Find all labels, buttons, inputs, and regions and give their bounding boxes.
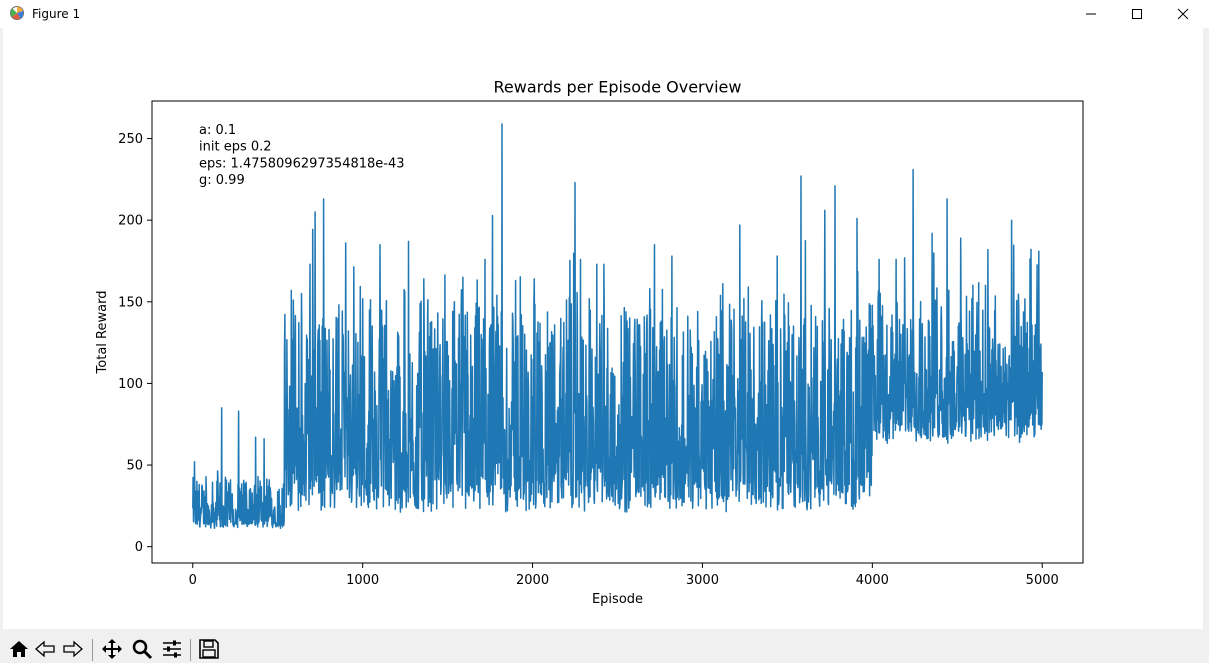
x-tick-label: 1000: [346, 573, 379, 588]
window-titlebar: Figure 1: [0, 0, 1209, 28]
annotation-line-init-eps: init eps 0.2: [199, 140, 272, 155]
chart-title: Rewards per Episode Overview: [494, 78, 742, 97]
y-tick-label: 50: [126, 459, 143, 474]
configure-icon[interactable]: [161, 638, 183, 660]
series-line-total-reward: [192, 123, 1043, 530]
x-axis: 0 1000 2000 3000 4000 5000: [189, 563, 1059, 588]
matplotlib-app-icon: [10, 6, 24, 20]
zoom-icon[interactable]: [131, 638, 153, 660]
minimize-button[interactable]: [1068, 0, 1114, 28]
y-tick-label: 200: [118, 214, 143, 229]
y-axis: 0 50 100 150 200 250: [118, 132, 152, 555]
y-axis-label: Total Reward: [95, 291, 110, 375]
toolbar-separator: [190, 639, 191, 661]
close-icon: [1177, 8, 1189, 20]
pan-icon[interactable]: [101, 638, 123, 660]
x-tick-label: 5000: [1026, 573, 1059, 588]
x-tick-label: 4000: [856, 573, 889, 588]
home-icon[interactable]: [8, 638, 30, 660]
x-axis-label: Episode: [592, 592, 643, 607]
window-border-right: [1203, 28, 1209, 629]
y-tick-label: 0: [135, 540, 143, 555]
maximize-icon: [1132, 9, 1142, 19]
minimize-icon: [1086, 13, 1096, 15]
y-tick-label: 100: [118, 377, 143, 392]
close-button[interactable]: [1160, 0, 1206, 28]
forward-icon[interactable]: [62, 638, 84, 660]
x-tick-label: 2000: [516, 573, 549, 588]
annotation-line-eps: eps: 1.4758096297354818e-43: [199, 157, 405, 172]
x-tick-label: 0: [189, 573, 197, 588]
hyperparameter-annotation: a: 0.1 init eps 0.2 eps: 1.4758096297354…: [199, 123, 405, 188]
navigation-toolbar: [0, 629, 1209, 663]
y-tick-label: 250: [118, 132, 143, 147]
y-tick-label: 150: [118, 295, 143, 310]
reward-chart[interactable]: Rewards per Episode Overview 0 1000 2000 30…: [3, 28, 1203, 629]
annotation-line-alpha: a: 0.1: [199, 123, 236, 138]
save-icon[interactable]: [198, 638, 220, 660]
plot-frame: [151, 100, 1084, 564]
maximize-button[interactable]: [1114, 0, 1160, 28]
back-icon[interactable]: [34, 638, 56, 660]
x-tick-label: 3000: [686, 573, 719, 588]
window-border-left: [0, 28, 3, 629]
figure-canvas[interactable]: Rewards per Episode Overview 0 1000 2000 30…: [3, 28, 1203, 629]
window-title: Figure 1: [32, 7, 81, 21]
annotation-line-gamma: g: 0.99: [199, 173, 245, 188]
toolbar-separator: [92, 639, 93, 661]
